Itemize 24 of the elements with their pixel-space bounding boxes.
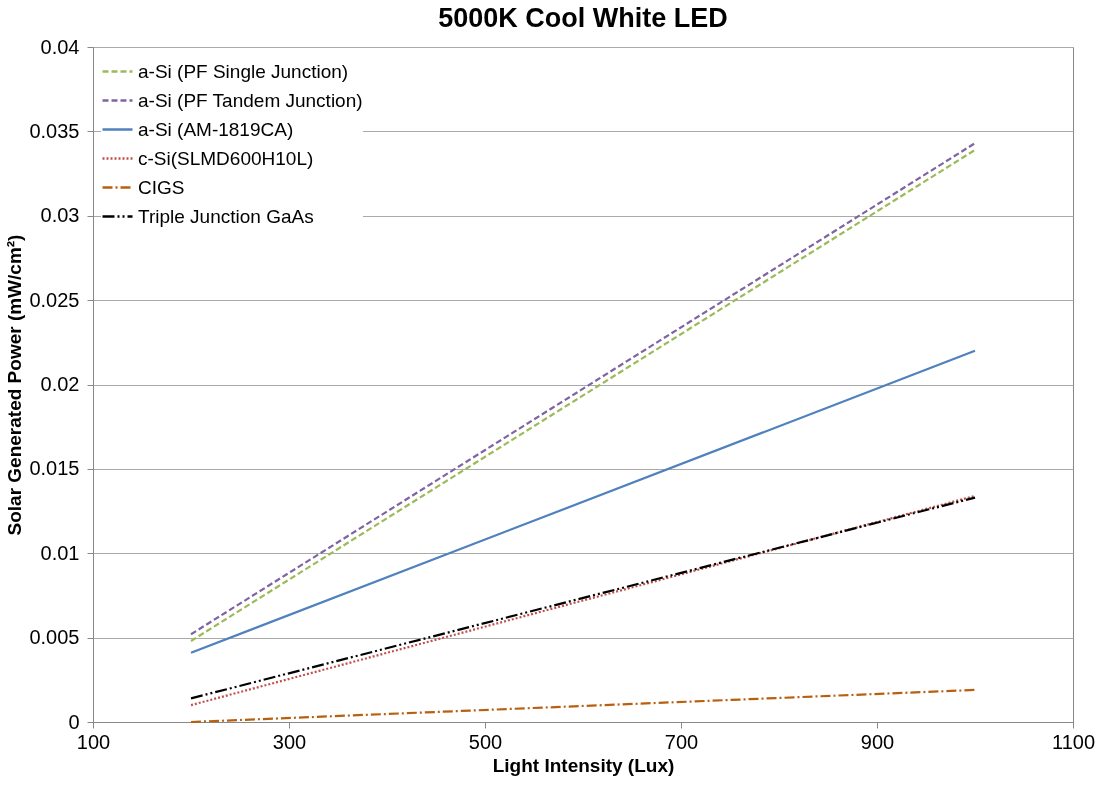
y-axis-title: Solar Generated Power (mW/cm²) [4,234,26,536]
legend-label: a-Si (PF Tandem Junction) [138,89,363,111]
legend-label: Triple Junction GaAs [138,205,314,227]
x-tick-label: 700 [664,730,699,753]
legend-label: a-Si (PF Single Junction) [138,60,349,82]
x-tick-label: 100 [76,730,111,753]
y-tick-label: 0.025 [29,288,80,311]
x-tick-label: 300 [272,730,307,753]
y-tick-label: 0.01 [40,541,80,564]
y-tick-label: 0.04 [40,35,80,58]
x-tick-label: 1100 [1051,730,1096,753]
legend-label: c-Si(SLMD600H10L) [138,147,314,169]
x-axis-title: Light Intensity (Lux) [492,754,675,776]
y-tick-label: 0.005 [29,626,80,649]
y-tick-label: 0.03 [40,204,80,227]
y-tick-label: 0.015 [29,457,80,480]
y-tick-label: 0 [68,710,80,733]
chart-title: 5000K Cool White LED [438,3,728,33]
legend-label: CIGS [138,176,185,198]
y-tick-label: 0.035 [29,119,80,142]
legend-label: a-Si (AM-1819CA) [138,118,294,140]
x-tick-label: 500 [468,730,503,753]
x-tick-label: 900 [860,730,895,753]
y-tick-label: 0.02 [40,373,80,395]
